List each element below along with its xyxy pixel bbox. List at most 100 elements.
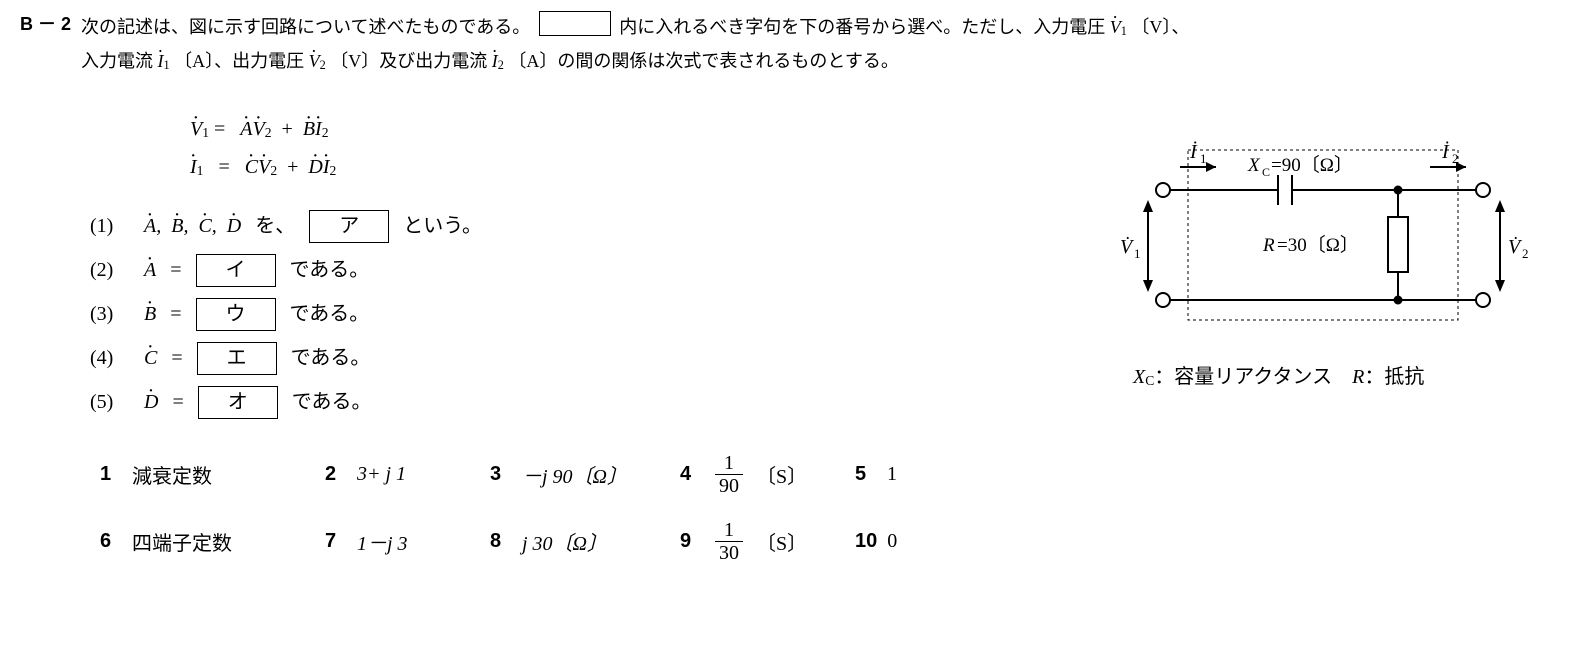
choices-row-1: 1減衰定数 23+ j 1 3－j 90〔Ω〕 4 190 〔S〕 51 xyxy=(100,452,1563,497)
caption-xc: X xyxy=(1133,366,1145,388)
choice-1: 1 減衰定数 xyxy=(100,460,300,489)
choice-6-num: 6 xyxy=(100,530,122,553)
choice-6-text: 四端子定数 xyxy=(132,527,232,556)
choice-9-num: 9 xyxy=(680,530,702,553)
choice-9-frac-den: 30 xyxy=(715,542,743,564)
choice-6: 6 四端子定数 xyxy=(100,527,300,556)
choice-3: 3 －j 90〔Ω〕 xyxy=(490,460,655,489)
choice-8: 8 j 30〔Ω〕 xyxy=(490,527,655,556)
choice-7-text: 1－j 3 xyxy=(357,527,408,556)
eq2-D: D xyxy=(308,148,322,186)
answer-box-i: イ xyxy=(196,254,276,287)
choice-9-unit: 〔S〕 xyxy=(756,527,807,556)
choice-7-num: 7 xyxy=(325,530,347,553)
item-5-post: である。 xyxy=(292,380,372,424)
sub-1b: 1 xyxy=(164,58,170,72)
svg-text:2: 2 xyxy=(1522,246,1528,261)
choice-3-num: 3 xyxy=(490,463,512,486)
item-2-post: である。 xyxy=(290,248,370,292)
choices-row-2: 6 四端子定数 7 1－j 3 8 j 30〔Ω〕 9 130 〔S〕 10 0 xyxy=(100,519,1563,564)
caption-r: R xyxy=(1352,366,1364,388)
choice-4-unit: 〔S〕 xyxy=(756,460,807,489)
q-line2-c: 〔V〕及び出力電流 xyxy=(330,51,487,71)
circuit-svg: İ 1 İ 2 V̇ 1 V̇ 2 X C =90〔Ω〕 R =30〔Ω〕 xyxy=(1118,135,1528,335)
svg-text:1: 1 xyxy=(1134,246,1141,261)
svg-text:V̇: V̇ xyxy=(1120,235,1135,258)
choice-1-text: 減衰定数 xyxy=(132,460,212,489)
choice-1-num: 1 xyxy=(100,463,122,486)
choice-8-text: j 30〔Ω〕 xyxy=(522,527,607,556)
item-5-num: (5) xyxy=(90,380,130,424)
caption-xc-jp: ：容量リアクタンス xyxy=(1154,366,1332,388)
choice-5: 51 xyxy=(855,463,897,486)
svg-text:C: C xyxy=(1262,165,1270,179)
eq2-I1-sub: 1 xyxy=(197,163,204,178)
item-3-num: (3) xyxy=(90,292,130,336)
svg-text:=90〔Ω〕: =90〔Ω〕 xyxy=(1271,154,1353,176)
question-header: B － 2 次の記述は、図に示す回路について述べたものである。 内に入れるべき字… xyxy=(20,10,1563,78)
answer-box-a: ア xyxy=(309,210,389,243)
eq1-V1-sub: 1 xyxy=(202,125,209,140)
choice-10-num: 10 xyxy=(855,530,877,553)
svg-text:=30〔Ω〕: =30〔Ω〕 xyxy=(1277,234,1359,256)
choice-2-num: 2 xyxy=(325,463,347,486)
answer-box-o: オ xyxy=(198,386,278,419)
choice-3-text: －j 90〔Ω〕 xyxy=(522,460,627,489)
choice-5-num: 5 xyxy=(855,463,877,486)
choice-10-text: 0 xyxy=(887,530,897,553)
item-5-eq: = xyxy=(172,380,183,424)
figure-caption: XC：容量リアクタンス R：抵抗 xyxy=(1118,360,1528,389)
symbol-V2: V xyxy=(309,44,320,78)
q-line2-d: 〔A〕の間の関係は次式で表されるものとする。 xyxy=(508,51,898,71)
answer-box-e: エ xyxy=(197,342,277,375)
symbol-I1: I xyxy=(158,44,164,78)
item-2-eq: = xyxy=(170,248,181,292)
eq2-C: C xyxy=(245,148,258,186)
eq2-V2: V xyxy=(258,148,270,186)
sub-2: 2 xyxy=(320,58,326,72)
item-5-sym: D xyxy=(144,380,158,424)
eq2-I2-sub: 2 xyxy=(330,163,337,178)
choice-4-frac-num: 1 xyxy=(715,452,743,475)
q-line1-a: 次の記述は、図に示す回路について述べたものである。 xyxy=(81,17,530,37)
item-3-post: である。 xyxy=(290,292,370,336)
choice-5-text: 1 xyxy=(887,463,897,486)
choice-4: 4 190 〔S〕 xyxy=(680,452,830,497)
svg-text:X: X xyxy=(1247,155,1261,176)
symbol-I2: I xyxy=(492,44,498,78)
question-body: 次の記述は、図に示す回路について述べたものである。 内に入れるべき字句を下の番号… xyxy=(81,10,1189,78)
choice-8-num: 8 xyxy=(490,530,512,553)
svg-text:V̇: V̇ xyxy=(1508,235,1523,258)
choice-7: 7 1－j 3 xyxy=(325,527,465,556)
choices: 1減衰定数 23+ j 1 3－j 90〔Ω〕 4 190 〔S〕 51 6四端… xyxy=(100,452,1563,564)
item-2-num: (2) xyxy=(90,248,130,292)
choice-2-text: 3+ j 1 xyxy=(357,463,406,486)
item-4-num: (4) xyxy=(90,336,130,380)
item-4-eq: = xyxy=(171,336,182,380)
circuit-figure: İ 1 İ 2 V̇ 1 V̇ 2 X C =90〔Ω〕 R =30〔Ω〕 XC… xyxy=(1118,135,1528,389)
choice-2: 2 3+ j 1 xyxy=(325,463,465,486)
eq2-I2: I xyxy=(323,148,330,186)
item-1-num: (1) xyxy=(90,204,130,248)
choice-4-num: 4 xyxy=(680,463,702,486)
eq2-I1: I xyxy=(190,148,197,186)
choice-9: 9 130 〔S〕 xyxy=(680,519,830,564)
symbol-V1: V xyxy=(1110,10,1121,44)
choice-4-frac-den: 90 xyxy=(715,475,743,497)
q-line1-c: 〔V〕、 xyxy=(1131,17,1189,37)
sub-2b: 2 xyxy=(498,58,504,72)
sub-1: 1 xyxy=(1121,24,1127,38)
svg-text:2: 2 xyxy=(1452,151,1459,166)
question-number: B － 2 xyxy=(20,10,71,36)
svg-text:İ: İ xyxy=(1441,140,1450,163)
item-4-post: である。 xyxy=(291,336,371,380)
item-3-eq: = xyxy=(170,292,181,336)
q-line1-b: 内に入れるべき字句を下の番号から選べ。ただし、入力電圧 xyxy=(619,17,1105,37)
choice-9-frac-num: 1 xyxy=(715,519,743,542)
choice-10: 10 0 xyxy=(855,530,897,553)
blank-box xyxy=(539,11,611,36)
q-line2-b: 〔A〕、出力電圧 xyxy=(174,51,304,71)
svg-text:İ: İ xyxy=(1189,140,1198,163)
eq1-eq: = xyxy=(214,118,230,140)
item-1-post: という。 xyxy=(403,204,482,248)
